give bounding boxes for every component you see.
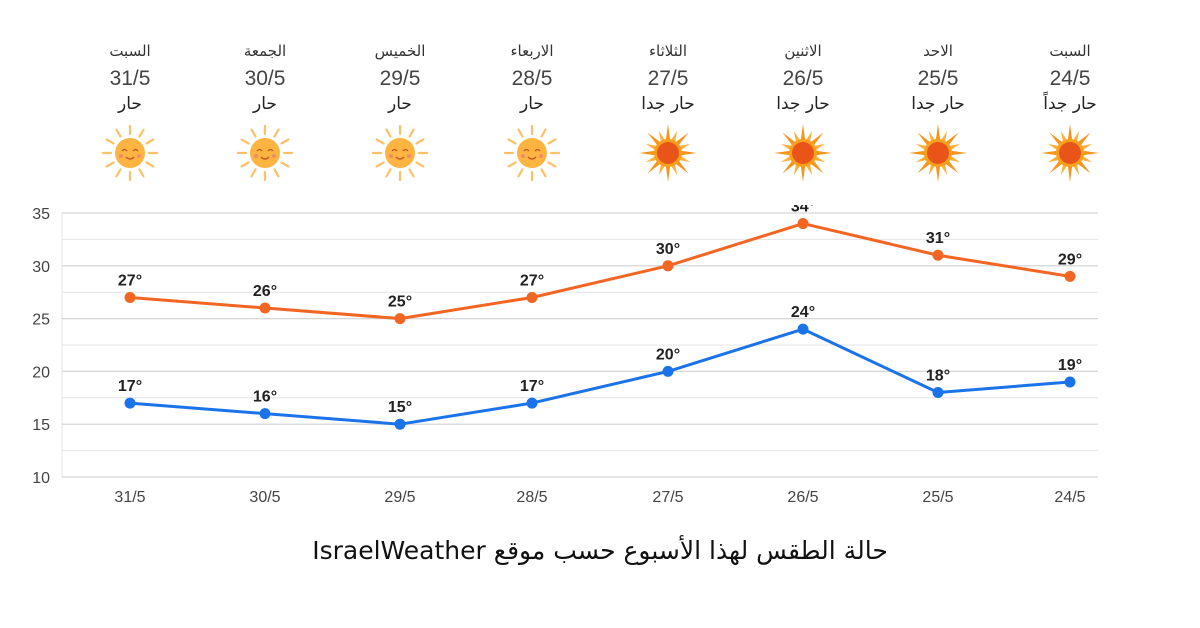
day-name: الاربعاء	[510, 42, 554, 60]
data-label: 29°	[1058, 251, 1082, 268]
mild-sun-icon	[371, 124, 429, 182]
data-label: 16°	[253, 389, 277, 406]
data-label: 19°	[1058, 357, 1082, 374]
data-point	[259, 408, 271, 420]
x-tick-label: 31/5	[114, 489, 145, 506]
forecast-day: السبت 24/5 حار جداً	[1010, 38, 1130, 184]
data-point	[124, 397, 136, 409]
day-condition: حار جدا	[641, 94, 695, 114]
day-name: السبت	[109, 42, 151, 60]
forecast-day: الاربعاء 28/5 حار	[472, 38, 592, 184]
x-tick-label: 29/5	[384, 489, 415, 506]
data-point	[259, 302, 271, 314]
day-name: السبت	[1049, 42, 1091, 60]
forecast-day: الجمعة 30/5 حار	[205, 38, 325, 184]
data-point	[394, 418, 406, 430]
data-label: 17°	[118, 378, 142, 395]
x-tick-label: 26/5	[787, 489, 818, 506]
y-tick-label: 30	[32, 259, 50, 276]
data-label: 25°	[388, 294, 412, 311]
day-date: 28/5	[511, 67, 553, 90]
forecast-day: السبت 31/5 حار	[70, 38, 190, 184]
data-label: 15°	[388, 399, 412, 416]
x-tick-label: 30/5	[249, 489, 280, 506]
data-point	[394, 313, 406, 325]
hot-sun-icon	[774, 124, 832, 182]
day-name: الاثنين	[784, 42, 822, 60]
x-tick-label: 27/5	[652, 489, 683, 506]
x-tick-label: 25/5	[922, 489, 953, 506]
y-tick-label: 15	[32, 417, 50, 434]
x-tick-label: 28/5	[516, 489, 547, 506]
series-line	[129, 222, 1071, 321]
data-label: 31°	[926, 230, 950, 247]
day-condition: حار	[253, 94, 277, 114]
data-label: 20°	[656, 346, 680, 363]
data-point	[124, 291, 136, 303]
day-date: 29/5	[379, 67, 421, 90]
day-condition: حار	[388, 94, 412, 114]
data-label: 27°	[520, 272, 544, 289]
day-date: 31/5	[109, 67, 151, 90]
temperature-chart: 10 15 20 25 30 35 31/5 30/5 29/5 28/5 27/5 26/5 25/5…	[32, 205, 1098, 506]
mild-sun-icon	[503, 124, 561, 182]
data-label: 18°	[926, 368, 950, 385]
day-date: 30/5	[244, 67, 286, 90]
day-name: الخميس	[374, 42, 426, 60]
data-point	[662, 260, 674, 272]
data-point	[1064, 270, 1076, 282]
data-point	[526, 291, 538, 303]
series-line	[129, 327, 1071, 426]
day-condition: حار	[118, 94, 142, 114]
y-tick-label: 20	[32, 364, 50, 381]
data-label: 17°	[520, 378, 544, 395]
data-point	[932, 387, 944, 399]
mild-sun-icon	[236, 124, 294, 182]
data-point	[797, 323, 809, 335]
y-tick-label: 35	[32, 206, 50, 223]
forecast-day: الخميس 29/5 حار	[340, 38, 460, 184]
data-label: 24°	[791, 304, 815, 321]
day-date: 27/5	[647, 67, 689, 90]
hot-sun-icon	[909, 124, 967, 182]
data-point	[662, 365, 674, 377]
day-date: 24/5	[1049, 67, 1091, 90]
day-name: الاحد	[923, 42, 953, 60]
day-date: 25/5	[917, 67, 959, 90]
data-label: 30°	[656, 241, 680, 258]
mild-sun-icon	[101, 124, 159, 182]
day-name: الثلاثاء	[648, 42, 687, 60]
data-point	[932, 249, 944, 261]
hot-sun-icon	[639, 124, 697, 182]
data-point	[797, 218, 809, 230]
y-tick-label: 25	[32, 312, 50, 329]
forecast-row: السبت 31/5 حار الجمعة 30/5 حار الخميس 29/5 حار ال…	[0, 0, 1200, 205]
x-tick-label: 24/5	[1054, 489, 1085, 506]
day-condition: حار	[520, 94, 544, 114]
data-point	[1064, 376, 1076, 388]
hot-sun-icon	[1041, 124, 1099, 182]
day-name: الجمعة	[243, 42, 287, 60]
data-point	[526, 397, 538, 409]
data-label: 34°	[791, 205, 815, 216]
data-label: 26°	[253, 283, 277, 300]
day-condition: حار جدا	[911, 94, 965, 114]
chart-caption: حالة الطقس لهذا الأسبوع حسب موقع IsraelW…	[312, 536, 888, 565]
y-tick-label: 10	[32, 470, 50, 487]
data-label: 27°	[118, 272, 142, 289]
forecast-day: الاحد 25/5 حار جدا	[878, 38, 998, 184]
day-condition: حار جداً	[1043, 94, 1097, 114]
forecast-day: الثلاثاء 27/5 حار جدا	[608, 38, 728, 184]
day-date: 26/5	[782, 67, 824, 90]
forecast-day: الاثنين 26/5 حار جدا	[743, 38, 863, 184]
day-condition: حار جدا	[776, 94, 830, 114]
